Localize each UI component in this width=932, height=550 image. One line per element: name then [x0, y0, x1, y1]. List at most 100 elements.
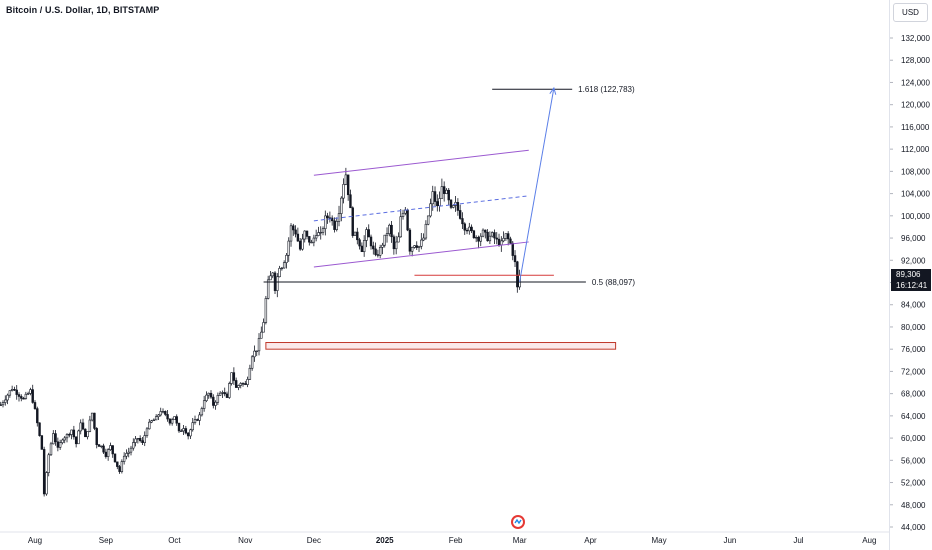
- candle-up: [378, 246, 382, 256]
- x-tick-label: Apr: [584, 536, 597, 545]
- y-tick-label: 72,000: [901, 367, 926, 376]
- candle-up: [214, 401, 217, 406]
- x-tick-label: Jul: [793, 536, 803, 545]
- candle-up: [452, 205, 455, 208]
- candle-up: [180, 430, 183, 432]
- candle-down: [175, 416, 178, 424]
- candle-up: [150, 420, 153, 423]
- candle-up: [70, 429, 73, 435]
- candle-down: [111, 445, 114, 455]
- candle-up: [424, 223, 428, 239]
- candle-up: [193, 419, 197, 423]
- candle-down: [305, 230, 309, 237]
- candle-down: [506, 233, 510, 240]
- candle-up: [88, 419, 92, 432]
- candle-down: [74, 436, 78, 445]
- candle-up: [431, 191, 434, 205]
- candle-up: [319, 231, 322, 234]
- candle-up: [182, 428, 185, 432]
- y-tick-label: 120,000: [901, 101, 930, 110]
- candle-up: [314, 235, 318, 239]
- candle-up: [237, 385, 240, 388]
- candle-up: [218, 392, 222, 396]
- candle-up: [216, 395, 220, 403]
- candle-up: [440, 186, 444, 199]
- candle-down: [351, 207, 354, 236]
- candle-up: [445, 189, 448, 194]
- candle-down: [298, 240, 302, 250]
- y-tick-label: 76,000: [901, 345, 926, 354]
- candle-down: [406, 209, 409, 231]
- candle-down: [292, 225, 295, 231]
- candle-down: [168, 418, 172, 424]
- candle-up: [24, 393, 28, 399]
- candle-up: [248, 367, 252, 380]
- current-price-value: 89,306: [896, 270, 921, 279]
- candle-up: [29, 389, 32, 394]
- candle-up: [86, 431, 89, 438]
- candle-down: [415, 245, 418, 248]
- candle-up: [490, 232, 494, 237]
- candle-down: [141, 440, 144, 443]
- candle-up: [413, 245, 416, 248]
- candle-up: [170, 419, 174, 424]
- x-tick-label: Aug: [28, 536, 42, 545]
- candle-down: [31, 389, 34, 403]
- candle-up: [260, 331, 263, 339]
- candle-down: [116, 461, 119, 467]
- candle-up: [129, 447, 133, 453]
- candle-up: [280, 267, 284, 270]
- candle-down: [408, 229, 412, 252]
- candle-up: [125, 453, 128, 457]
- candle-down: [356, 231, 359, 241]
- candle-down: [447, 189, 450, 201]
- candle-up: [207, 392, 210, 396]
- candle-up: [397, 236, 400, 243]
- candle-up: [4, 399, 7, 403]
- candle-up: [310, 241, 313, 244]
- y-tick-label: 60,000: [901, 434, 926, 443]
- candle-down: [209, 392, 213, 398]
- candle-up: [79, 422, 82, 432]
- candle-up: [479, 235, 482, 242]
- price-axis[interactable]: 132,000 128,000 124,000 120,000 116,000 112,0…: [889, 34, 930, 532]
- candle-up: [143, 435, 146, 443]
- candle-up: [426, 215, 430, 225]
- candle-down: [513, 255, 517, 263]
- candle-down: [449, 199, 453, 208]
- candle-down: [461, 218, 464, 225]
- candle-down: [196, 419, 199, 421]
- candle-down: [333, 220, 336, 230]
- candle-up: [134, 438, 137, 443]
- candle-up: [335, 221, 338, 230]
- candle-up: [321, 228, 325, 233]
- candle-up: [289, 225, 293, 242]
- currency-button[interactable]: USD: [893, 3, 928, 22]
- candle-down: [223, 392, 226, 395]
- candle-down: [390, 224, 393, 238]
- channel-lower-line: [313, 241, 529, 268]
- candle-up: [106, 449, 110, 457]
- candle-up: [502, 238, 505, 242]
- candle-up: [77, 430, 80, 445]
- candle-up: [159, 411, 162, 416]
- candle-up: [422, 237, 425, 241]
- channel-upper-line: [313, 149, 529, 176]
- candle-down: [296, 233, 300, 242]
- candle-up: [161, 411, 165, 413]
- candle-up: [10, 388, 14, 391]
- candle-down: [497, 238, 501, 246]
- candle-down: [225, 393, 229, 398]
- candle-up: [120, 461, 124, 472]
- candle-down: [118, 466, 121, 472]
- candle-up: [239, 383, 242, 386]
- countdown-timer: 16:12:41: [896, 281, 928, 290]
- logo-icon: [511, 515, 525, 529]
- candle-up: [154, 416, 158, 421]
- candle-up: [481, 229, 485, 237]
- candle-up: [47, 454, 50, 473]
- candle-down: [376, 254, 380, 256]
- y-tick-label: 84,000: [901, 301, 926, 310]
- time-axis[interactable]: Aug Sep Oct Nov Dec 2025 Feb Mar Apr May Jun Jul Aug: [0, 531, 889, 545]
